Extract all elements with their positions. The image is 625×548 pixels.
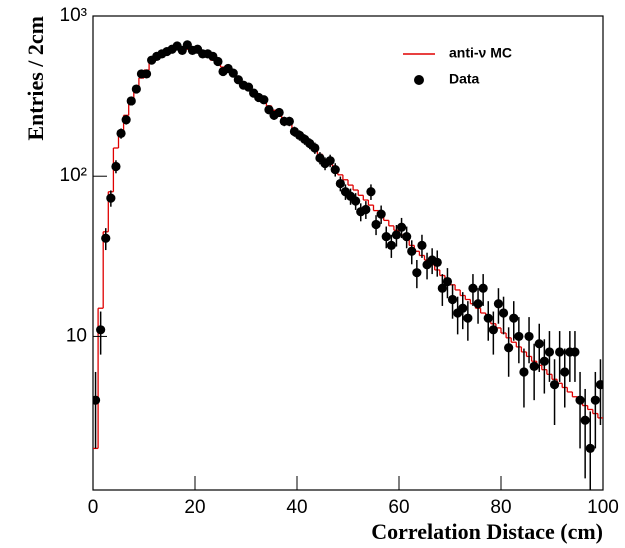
data-point [529,361,539,371]
data-point [96,325,106,335]
y-tick-label: 10 [66,325,87,346]
data-point [361,204,371,215]
x-tick-label: 60 [388,497,409,518]
data-point [325,156,335,166]
data-point [284,116,294,126]
data-point [131,84,141,94]
data-point [463,313,473,323]
data-point [560,367,570,377]
data-point [93,395,101,405]
data-point [519,367,529,377]
data-point [126,96,136,106]
x-tick-label: 0 [88,497,99,518]
data-point [590,395,600,405]
data-point [116,128,126,139]
data-point [101,233,111,243]
plot-area [93,40,603,490]
data-point [447,294,458,305]
data-point [575,395,585,405]
data-point [396,222,407,232]
data-point [473,299,483,309]
data-point [417,240,427,250]
x-tick-label: 80 [490,497,511,518]
plot-frame [92,15,604,491]
data-point [534,339,544,349]
y-tick-label: 10² [60,165,87,186]
x-axis-label: Correlation Distace (cm) [371,519,603,544]
data-point [371,219,381,230]
data-point [585,443,595,454]
x-tick-label: 100 [587,497,619,518]
data-point [580,415,590,425]
data-point [391,230,402,240]
data-point [310,143,320,153]
y-axis-label: Entries / 2cm [23,16,48,141]
data-point [106,193,116,203]
data-point [274,107,284,118]
data-point [366,187,376,197]
data-point [539,356,549,366]
data-point [259,95,269,105]
data-point [504,343,514,353]
legend-swatch [414,75,424,85]
data-point [555,347,565,357]
data-point [549,380,560,390]
data-point [335,178,345,189]
data-point [544,347,555,357]
data-point [330,164,340,175]
data-point [437,283,447,293]
data-point [595,380,603,390]
data-point [488,325,498,335]
y-tick-label: 10³ [60,5,87,26]
legend-label: Data [449,71,480,87]
data-point [381,231,391,242]
data-point [432,257,442,267]
data-point [243,82,254,92]
data-point [468,283,478,293]
data-point [121,115,131,125]
x-tick-label: 40 [286,497,307,518]
data-point [493,299,504,309]
data-point [458,303,468,313]
data-point [514,331,524,342]
data-point [498,308,509,318]
data-point [213,56,223,67]
data-point [483,313,493,323]
data-point [570,347,580,357]
data-point [386,240,396,250]
data-point [412,268,422,278]
data-point [351,196,361,206]
data-point [442,276,453,287]
data-point [228,68,238,78]
data-point [402,231,412,242]
x-tick-label: 20 [184,497,205,518]
data-point [407,246,417,256]
data-point [524,331,534,342]
data-point [376,209,386,219]
data-point [478,283,488,293]
data-point [509,313,519,323]
data-point [141,69,152,79]
legend-label: anti-ν MC [449,45,512,61]
data-point [111,161,121,172]
